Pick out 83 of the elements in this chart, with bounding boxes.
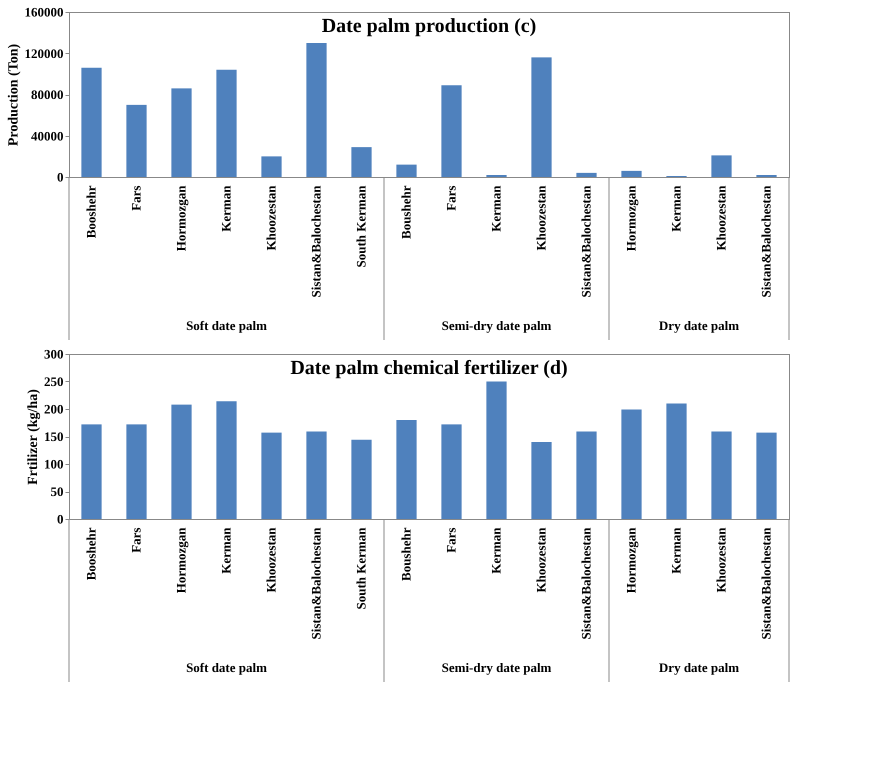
x-tick-label: Sistan&Balochestan — [758, 526, 774, 640]
text: Semi-dry date palm — [442, 660, 552, 675]
x-tick-label: Hormozgan — [174, 184, 188, 252]
bar — [621, 410, 642, 519]
y-tick-label: 0 — [57, 170, 64, 184]
text: Semi-dry date palm — [442, 318, 552, 333]
bar — [81, 424, 102, 519]
x-tick-label: Fars — [128, 186, 144, 211]
text: Dry date palm — [658, 318, 740, 333]
y-tick-label: 150 — [44, 429, 64, 444]
x-tick-label: Kerman — [668, 184, 684, 232]
bar — [441, 424, 462, 519]
x-tick-label: Khoozestan — [534, 184, 548, 250]
bar — [531, 57, 552, 177]
y-tick-label: 300 — [44, 346, 64, 362]
y-tick-label: 50 — [50, 484, 64, 499]
bar — [126, 424, 147, 519]
x-tick-label: Khoozestan — [534, 526, 548, 592]
y-tick-label: 40000 — [31, 128, 64, 144]
bar — [711, 432, 732, 519]
x-tick-label: Boushehr — [398, 527, 414, 581]
chart-title: Date palm chemical fertilizer (d) — [290, 357, 568, 379]
x-tick-label: Sistan&Balochestan — [308, 184, 324, 298]
text: Soft date palm — [186, 660, 268, 675]
bar — [711, 155, 732, 177]
x-tick-label: Fars — [444, 528, 458, 553]
bar — [81, 68, 102, 177]
bar — [351, 147, 372, 177]
y-tick-label: 250 — [44, 374, 64, 389]
y-axis-title: Production (Ton) — [6, 44, 22, 146]
x-tick-label: Khoozestan — [714, 526, 728, 592]
bar — [576, 432, 597, 519]
bar — [261, 156, 282, 177]
bar — [351, 440, 372, 519]
bar — [126, 104, 147, 177]
y-axis-title: Frtilizer (kg/ha) — [26, 388, 41, 485]
y-tick-label: 200 — [44, 402, 64, 416]
x-tick-label: Khoozestan — [714, 184, 728, 250]
bar — [666, 404, 687, 519]
bar — [396, 420, 417, 519]
bar — [216, 401, 237, 519]
x-tick-label: Kerman — [218, 526, 234, 574]
y-tick-label: 80000 — [31, 87, 64, 102]
x-tick-label: Hormozgan — [174, 526, 188, 594]
x-tick-label: Boushehr — [398, 185, 414, 239]
x-tick-label: Sistan&Balochestan — [578, 184, 594, 298]
x-tick-label: Sistan&Balochestan — [758, 184, 774, 298]
x-tick-label: Khoozestan — [264, 526, 278, 592]
y-tick-label: 100 — [44, 456, 64, 472]
bar — [396, 164, 417, 177]
text: Soft date palm — [186, 318, 268, 333]
y-tick-label: 0 — [57, 512, 64, 526]
bar — [756, 432, 777, 519]
bar — [216, 70, 237, 177]
x-tick-label: Kerman — [488, 526, 504, 574]
x-tick-label: Booshehr — [84, 185, 98, 238]
x-tick-label: Hormozgan — [624, 184, 638, 252]
x-tick-label: Hormozgan — [624, 526, 638, 594]
x-tick-label: Kerman — [488, 184, 504, 232]
x-tick-label: South Kerman — [354, 526, 368, 610]
x-tick-label: Kerman — [218, 184, 234, 232]
x-tick-label: Khoozestan — [264, 184, 278, 250]
bar — [306, 42, 327, 177]
x-tick-label: Sistan&Balochestan — [308, 526, 324, 640]
bar — [531, 442, 552, 519]
x-tick-label: Fars — [444, 186, 458, 211]
x-tick-label: Kerman — [668, 526, 684, 574]
y-tick-label: 120000 — [24, 46, 64, 61]
x-tick-label: Sistan&Balochestan — [578, 526, 594, 640]
chart-title: Date palm production (c) — [322, 15, 536, 37]
x-tick-label: Fars — [128, 528, 144, 553]
bar — [576, 172, 597, 177]
x-tick-label: South Kerman — [354, 184, 368, 268]
bar — [486, 382, 507, 519]
bar — [306, 432, 327, 519]
x-tick-label: Booshehr — [84, 527, 98, 580]
bar — [261, 432, 282, 519]
bar — [171, 404, 192, 519]
text: Dry date palm — [658, 660, 740, 675]
bar — [621, 170, 642, 177]
y-tick-label: 160000 — [24, 4, 64, 20]
bar — [171, 88, 192, 177]
bar — [441, 85, 462, 177]
